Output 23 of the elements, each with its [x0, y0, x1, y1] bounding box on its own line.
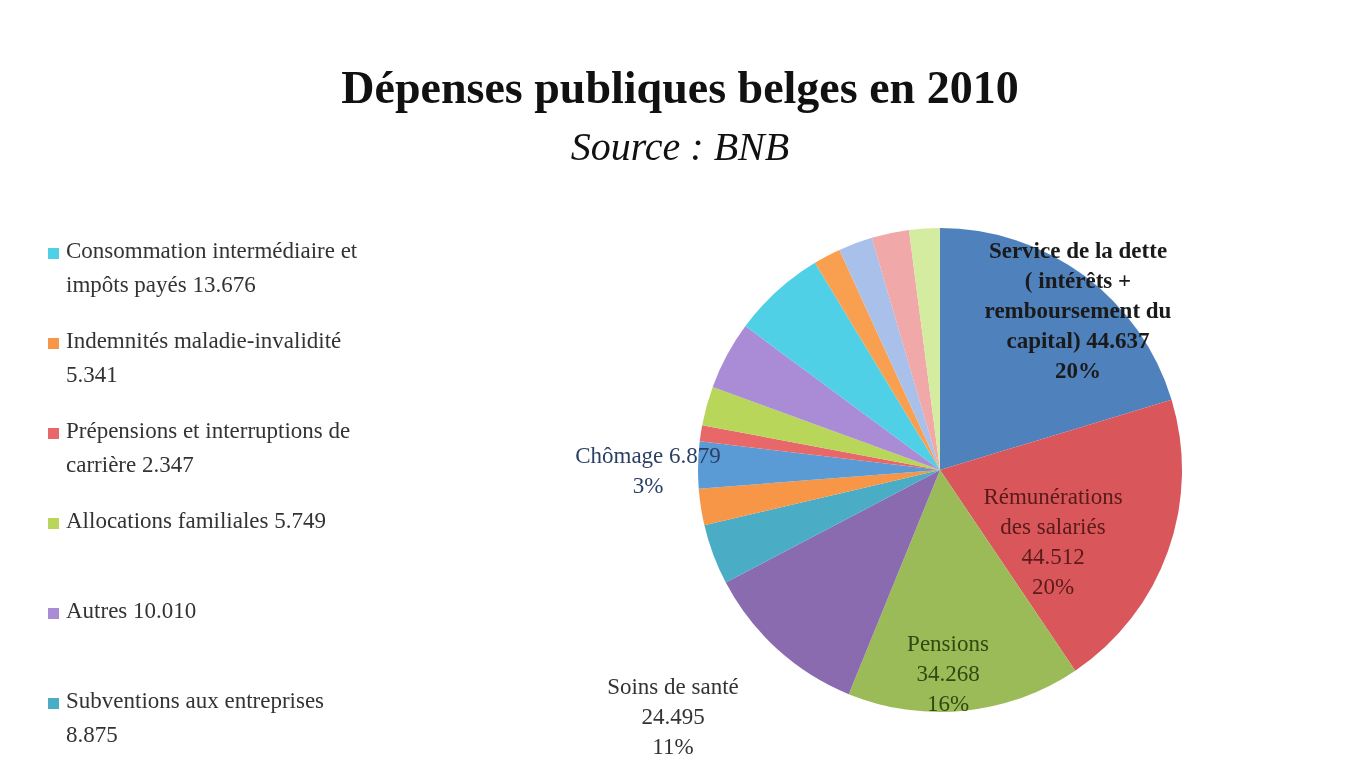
- legend-label: Allocations familiales 5.749: [66, 508, 326, 534]
- chart-title: Dépenses publiques belges en 2010: [341, 62, 1019, 113]
- data-label: 24.495 11%: [641, 704, 705, 760]
- legend-label: Subventions aux entreprises: [66, 688, 325, 714]
- pie-slice: [814, 249, 940, 470]
- pie-slice: [704, 470, 940, 583]
- legend-label: Consommation intermédiaire et impôts payés 13.676: [66, 238, 358, 297]
- slice-label: Rémunérations des salariés: [983, 484, 1123, 540]
- data-label: 8.875: [66, 721, 118, 747]
- data-label: 44.512 20%: [1021, 544, 1085, 600]
- legend-label: Prépensions et interruptions de carrière 2.347: [66, 418, 351, 477]
- data-label: 5.341: [66, 361, 118, 387]
- pie-slice: [871, 230, 940, 470]
- legend-label: Autres 10.010: [66, 598, 197, 624]
- slice-label: Soins de santé: [607, 674, 739, 700]
- legend-label: Indemnités maladie-invalidité: [66, 328, 342, 354]
- pie-slice: [745, 262, 940, 470]
- pie-slice: [940, 228, 1172, 470]
- slice-label: Pensions: [907, 631, 989, 657]
- pie-slice: [698, 470, 940, 526]
- data-label: 34.268 16%: [916, 661, 980, 717]
- chart-subtitle: Source : BNB: [570, 124, 790, 169]
- pie-slice: [839, 237, 940, 470]
